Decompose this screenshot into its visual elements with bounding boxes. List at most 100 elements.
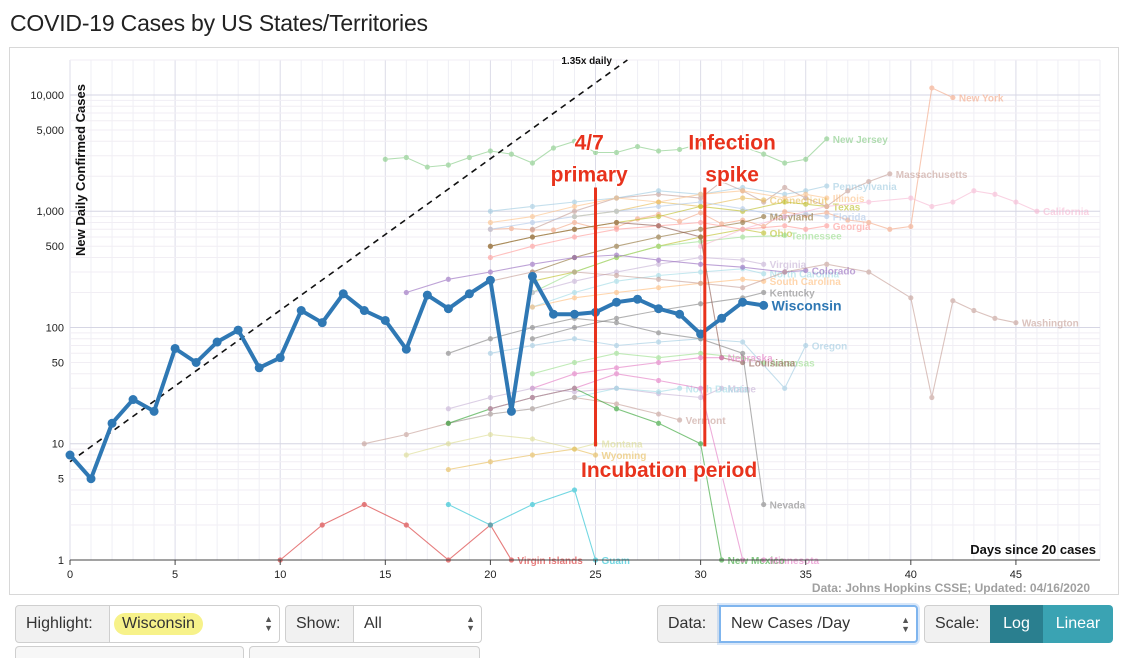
- series-point: [466, 154, 472, 161]
- series-point: [676, 146, 683, 153]
- series-point: [824, 203, 830, 210]
- highlight-point: [422, 290, 432, 300]
- series-point: [529, 336, 536, 342]
- highlight-point: [233, 325, 243, 335]
- series-point: [487, 350, 494, 356]
- highlight-point: [128, 395, 138, 405]
- series-line: [490, 201, 827, 230]
- series-point: [698, 385, 704, 391]
- series-point: [613, 252, 620, 258]
- highlight-point: [401, 344, 411, 354]
- axes: 0 5 10 15 20 25 30 35 40 451510501005001,0005,000…: [30, 84, 1100, 595]
- series-label: New York: [959, 94, 1004, 105]
- series-point: [403, 522, 409, 528]
- series-point: [761, 501, 767, 508]
- highlight-series: Wisconsin: [65, 271, 842, 484]
- series-point: [571, 336, 578, 342]
- series-point: [698, 269, 704, 275]
- series-point: [403, 289, 409, 296]
- series-point: [698, 199, 704, 205]
- series-line: [406, 433, 596, 456]
- next-row-control[interactable]: [15, 646, 244, 658]
- series-point: [571, 138, 578, 144]
- series-point: [782, 199, 788, 205]
- series-point: [403, 452, 409, 458]
- next-row-control-2[interactable]: [249, 646, 480, 658]
- series-point: [908, 195, 914, 201]
- select-arrows-icon: ▲ ▼: [901, 615, 910, 634]
- series-point: [698, 261, 704, 267]
- highlight-point: [443, 304, 453, 314]
- series-point: [613, 278, 620, 284]
- series-point: [866, 199, 872, 205]
- highlight-select[interactable]: Wisconsin ▲ ▼: [109, 605, 280, 643]
- series-point: [445, 501, 451, 508]
- series-point: [929, 394, 935, 401]
- source-note: Data: Johns Hopkins CSSE; Updated: 04/16…: [812, 581, 1090, 594]
- series-point: [655, 330, 662, 336]
- data-label: Data:: [657, 605, 720, 643]
- scale-linear-button[interactable]: Linear: [1043, 605, 1113, 643]
- series-point: [613, 149, 620, 156]
- series-point: [655, 213, 662, 220]
- series-point: [487, 411, 494, 417]
- reference-label: 1.35x daily: [561, 56, 612, 67]
- highlight-point: [675, 309, 685, 319]
- series-california: California: [698, 188, 1089, 249]
- series-virginia: Virginia: [529, 254, 807, 296]
- highlight-point: [569, 309, 579, 319]
- highlight-point: [738, 297, 748, 307]
- series-point: [719, 385, 725, 391]
- series-point: [487, 208, 494, 214]
- series-point: [529, 501, 536, 508]
- show-select[interactable]: All ▲ ▼: [353, 605, 482, 643]
- series-point: [740, 257, 746, 263]
- series-point: [571, 226, 578, 232]
- series-point: [571, 385, 578, 391]
- series-point: [887, 226, 893, 232]
- series-point: [613, 289, 620, 296]
- series-point: [571, 295, 578, 301]
- series-point: [698, 280, 704, 286]
- series-point: [613, 385, 620, 391]
- series-point: [655, 377, 662, 384]
- highlight-value: Wisconsin: [114, 613, 203, 635]
- annotation-line: Incubation period: [581, 459, 757, 482]
- series-point: [529, 436, 536, 442]
- series-point: [803, 195, 809, 201]
- series-point: [655, 148, 662, 154]
- reference-dashed-line: [69, 59, 628, 463]
- series-point: [740, 264, 746, 270]
- series-line: [385, 138, 828, 168]
- series-point: [824, 223, 830, 229]
- controls-bar: Highlight: Wisconsin ▲ ▼ Show: All ▲ ▼ Dat…: [0, 600, 1133, 656]
- series-label: Colorado: [812, 266, 856, 277]
- series-point: [655, 257, 662, 263]
- series-point: [950, 199, 956, 205]
- x-tick-label: 0: [67, 569, 73, 581]
- series-point: [655, 261, 662, 267]
- series-label: Oregon: [812, 342, 848, 353]
- scale-log-button[interactable]: Log: [990, 605, 1043, 643]
- series-point: [655, 203, 662, 210]
- data-select[interactable]: New Cases /Day ▲ ▼: [719, 605, 918, 643]
- annotation-text: Incubation period: [581, 459, 757, 482]
- series-line: [448, 448, 596, 471]
- series-label: Georgia: [833, 222, 871, 233]
- series-label: Nevada: [770, 501, 806, 512]
- series-label: Ohio: [770, 229, 793, 240]
- series-line: [490, 185, 827, 212]
- series-point: [782, 213, 788, 220]
- chart-frame: New York New Jersey Massachusetts Pennsylva…: [9, 47, 1119, 595]
- series-point: [529, 203, 536, 210]
- series-label: Texas: [833, 202, 861, 213]
- series-point: [676, 218, 683, 224]
- series-point: [487, 394, 494, 401]
- x-tick-label: 25: [589, 569, 601, 581]
- series-point: [803, 211, 809, 217]
- series-point: [571, 203, 578, 210]
- select-arrows-icon: ▲ ▼: [466, 614, 475, 633]
- highlight-point: [548, 309, 558, 319]
- y-tick-label: 1,000: [36, 206, 64, 218]
- series-point: [655, 355, 662, 361]
